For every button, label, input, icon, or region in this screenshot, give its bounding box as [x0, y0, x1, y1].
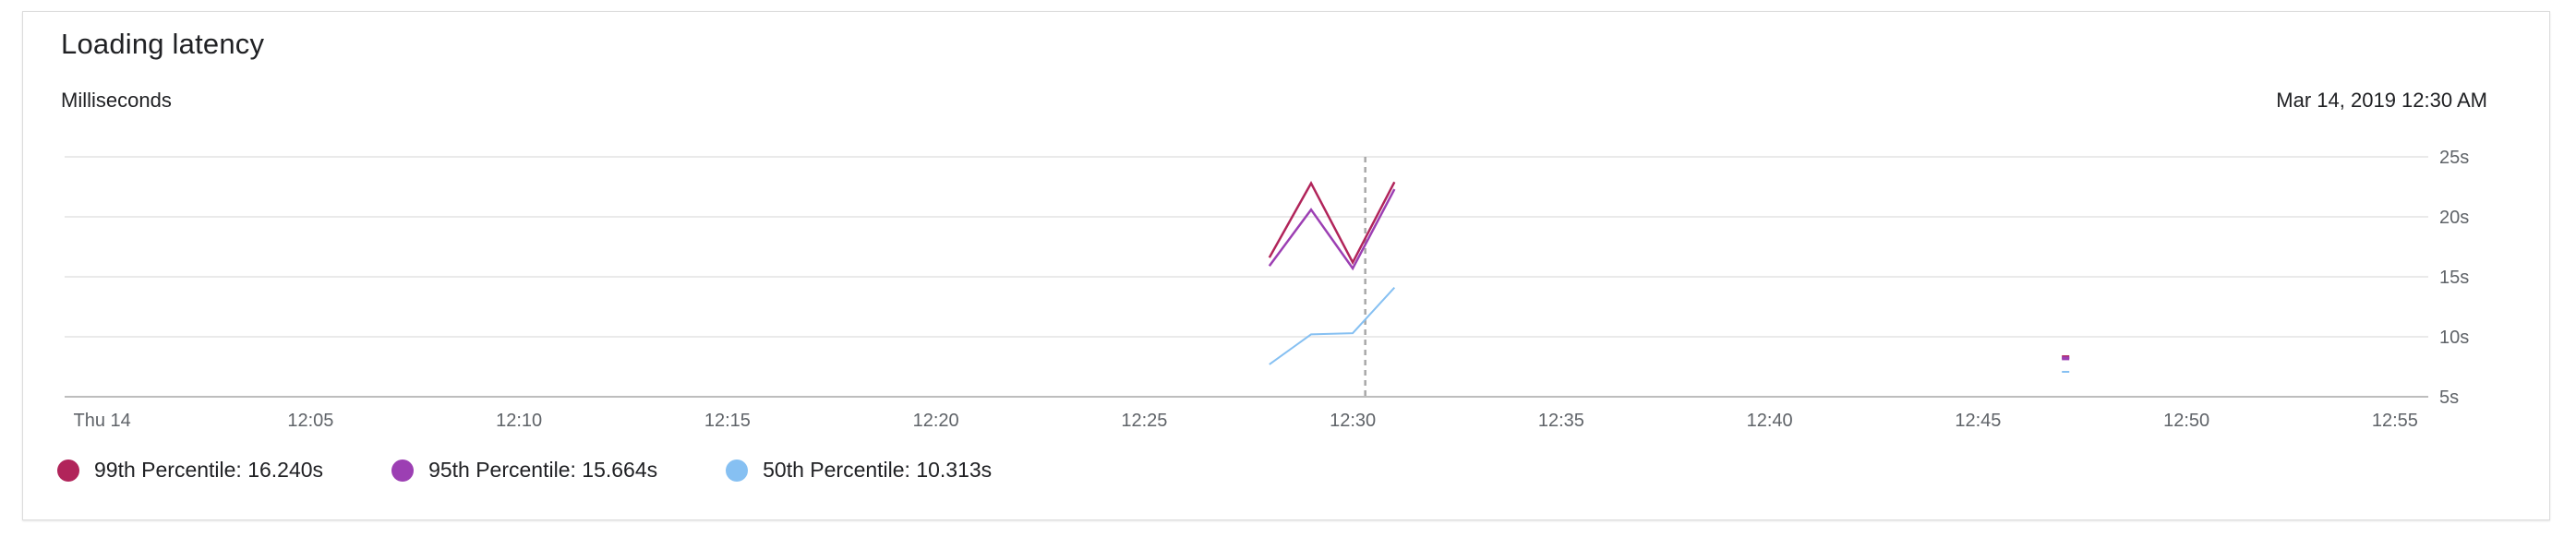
y-tick-label: 5s [2439, 388, 2459, 408]
series-line-50th-percentile [1269, 287, 1396, 365]
series-point-50th-percentile [2062, 371, 2070, 373]
legend-item-50th-percentile[interactable]: 50th Percentile: 10.313s [726, 458, 992, 483]
x-tick-label: 12:25 [1121, 411, 1167, 431]
x-tick-label: 12:50 [2163, 411, 2209, 431]
legend-item-99th-percentile[interactable]: 99th Percentile: 16.240s [57, 458, 323, 483]
y-tick-label: 25s [2439, 148, 2469, 168]
legend-dot-50th-icon [726, 459, 749, 482]
units-label: Milliseconds [61, 89, 172, 112]
x-tick-label: 12:40 [1747, 411, 1793, 431]
x-tick-label: 12:15 [704, 411, 751, 431]
legend-label-95th-percentile: 95th Percentile: 15.664s [428, 458, 658, 482]
legend-label-99th-percentile: 99th Percentile: 16.240s [94, 458, 324, 482]
x-tick-label: 12:35 [1538, 411, 1584, 431]
y-tick-label: 15s [2439, 268, 2469, 288]
y-tick-label: 10s [2439, 328, 2469, 348]
legend-item-95th-percentile[interactable]: 95th Percentile: 15.664s [391, 458, 657, 483]
hover-timestamp: Mar 14, 2019 12:30 AM [2276, 89, 2487, 112]
series-line-95th-percentile [1268, 188, 1396, 271]
x-tick-label: 12:30 [1330, 411, 1376, 431]
series-point-95th-percentile [2062, 356, 2070, 361]
x-tick-label: 12:05 [287, 411, 333, 431]
x-tick-label: Thu 14 [74, 411, 131, 431]
legend-dot-95th-icon [391, 459, 415, 482]
legend-label-50th-percentile: 50th Percentile: 10.313s [763, 458, 993, 482]
series-line-99th-percentile [1268, 180, 1396, 266]
x-tick-label: 12:20 [913, 411, 959, 431]
y-tick-label: 20s [2439, 208, 2469, 228]
x-tick-label: 12:10 [496, 411, 542, 431]
x-tick-label: 12:55 [2372, 411, 2418, 431]
chart-title: Loading latency [61, 28, 265, 60]
chart-card [22, 11, 2550, 520]
x-tick-label: 12:45 [1955, 411, 2001, 431]
legend: 99th Percentile: 16.240s 95th Percentile… [57, 458, 1060, 483]
legend-dot-99th-icon [57, 459, 79, 482]
